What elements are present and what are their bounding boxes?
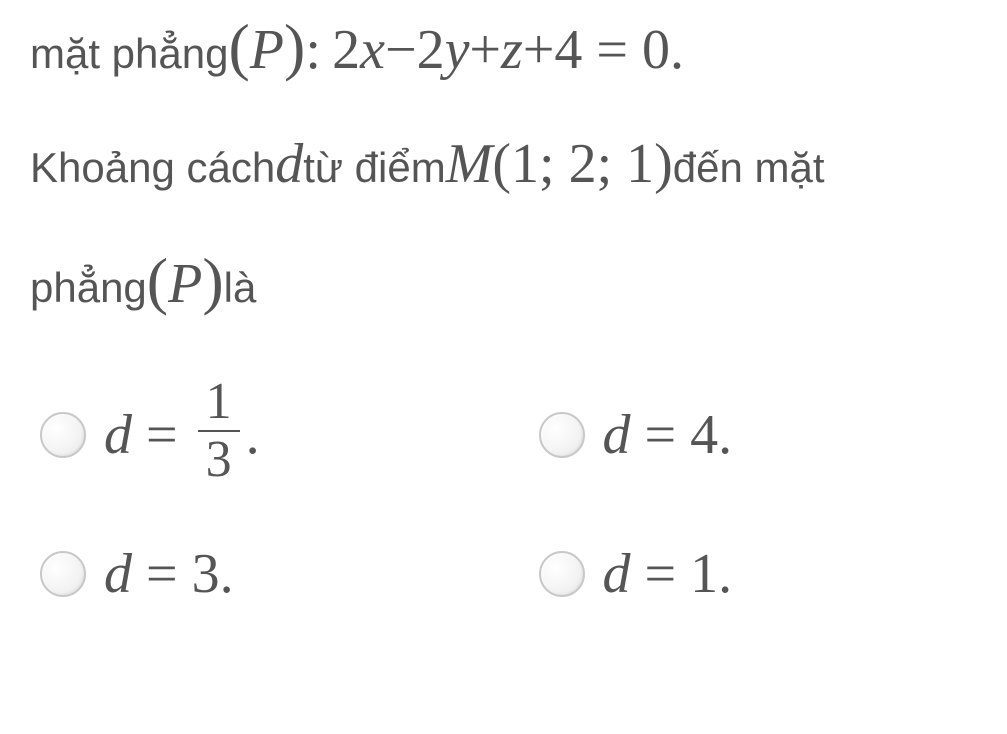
- paren-close-1: ): [284, 10, 305, 84]
- opt-c-val: 3.: [192, 542, 234, 606]
- opt-d-val: 1.: [690, 542, 732, 606]
- radio-d[interactable]: [539, 551, 585, 597]
- radio-b[interactable]: [539, 412, 585, 458]
- option-a[interactable]: d = 1 3 .: [40, 378, 479, 492]
- plane-var-1: P: [250, 18, 284, 82]
- text-prefix-2: Khoảng cách: [30, 144, 275, 192]
- opt-d-eq: =: [631, 542, 691, 606]
- d-var: d: [275, 132, 303, 196]
- eq-z: z: [501, 18, 523, 82]
- radio-c[interactable]: [40, 551, 86, 597]
- text-mid-2: từ điểm: [303, 144, 446, 192]
- question-line-1: mặt phẳng ( P ) : 2 x − 2 y + z + 4 = 0.: [30, 10, 977, 84]
- opt-a-d: d: [104, 403, 132, 467]
- eq-tail: 4 = 0.: [554, 18, 684, 82]
- text-suffix-3: là: [224, 264, 257, 312]
- option-b-math: d = 4.: [603, 403, 733, 467]
- opt-a-eq: =: [132, 403, 192, 467]
- text-suffix-2: đến mặt: [673, 144, 825, 192]
- eq-x: x: [360, 18, 385, 82]
- option-a-math: d = 1 3 .: [104, 378, 260, 492]
- question-line-2: Khoảng cách d từ điểm M (1; 2; 1) đến mặ…: [30, 132, 977, 196]
- opt-d-d: d: [603, 542, 631, 606]
- opt-a-den: 3: [198, 432, 240, 488]
- opt-b-val: 4.: [690, 403, 732, 467]
- paren-open-1: (: [228, 10, 249, 84]
- option-b[interactable]: d = 4.: [539, 378, 978, 492]
- opt-a-num: 1: [198, 374, 240, 430]
- eq-plus2: +: [523, 18, 555, 82]
- option-d-math: d = 1.: [603, 542, 733, 606]
- option-c-math: d = 3.: [104, 542, 234, 606]
- paren-close-3: ): [202, 244, 223, 318]
- option-d[interactable]: d = 1.: [539, 542, 978, 606]
- eq-2a: 2: [332, 18, 360, 82]
- M-var: M: [446, 132, 493, 196]
- radio-a[interactable]: [40, 412, 86, 458]
- opt-a-dot: .: [246, 403, 260, 467]
- M-args: (1; 2; 1): [492, 132, 672, 196]
- opt-c-d: d: [104, 542, 132, 606]
- colon: :: [305, 18, 332, 82]
- eq-minus: −: [385, 18, 417, 82]
- text-prefix-1: mặt phẳng: [30, 30, 228, 78]
- text-prefix-3: phẳng: [30, 264, 147, 312]
- eq-y: y: [445, 18, 470, 82]
- option-c[interactable]: d = 3.: [40, 542, 479, 606]
- opt-b-eq: =: [631, 403, 691, 467]
- plane-var-3: P: [168, 252, 202, 316]
- options-grid: d = 1 3 . d = 4. d = 3. d: [30, 378, 977, 606]
- eq-2b: 2: [417, 18, 445, 82]
- eq-plus1: +: [469, 18, 501, 82]
- paren-open-3: (: [147, 244, 168, 318]
- opt-a-frac: 1 3: [198, 374, 240, 488]
- opt-b-d: d: [603, 403, 631, 467]
- opt-c-eq: =: [132, 542, 192, 606]
- question-line-3: phẳng ( P ) là: [30, 244, 977, 318]
